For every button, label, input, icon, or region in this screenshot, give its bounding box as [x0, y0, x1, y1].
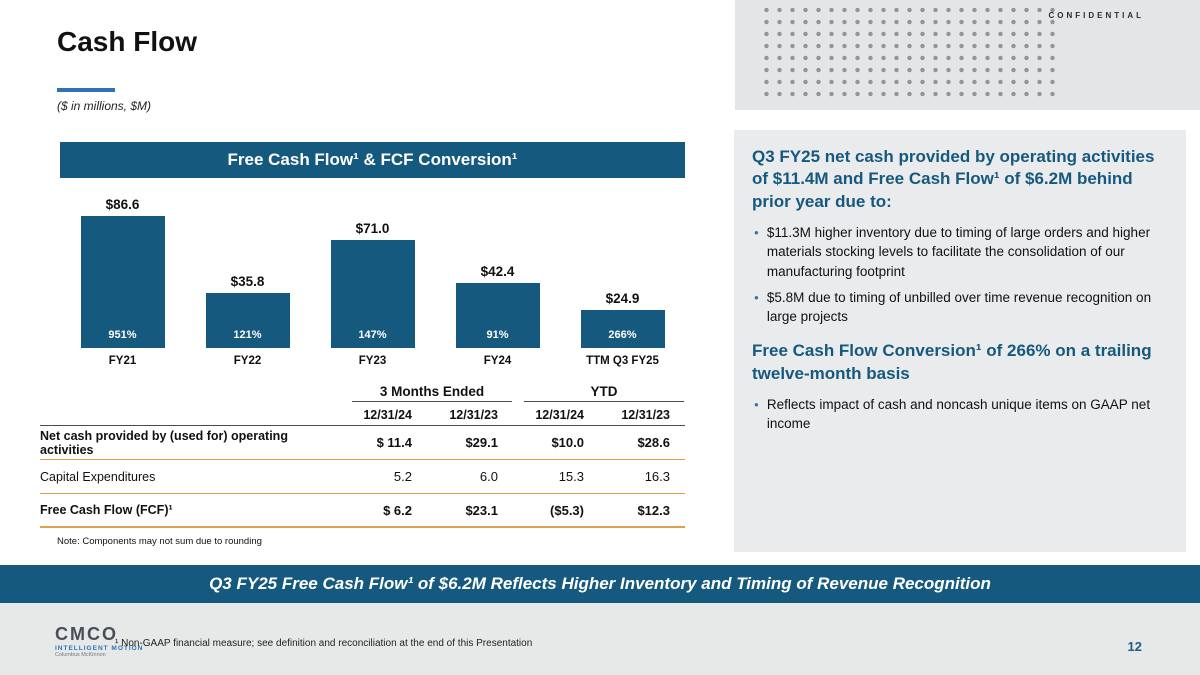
logo-tagline: INTELLIGENT MOTION	[55, 645, 144, 652]
bar-conversion-label: 147%	[358, 329, 387, 341]
takeaway-banner: Q3 FY25 Free Cash Flow¹ of $6.2M Reflect…	[0, 565, 1200, 603]
row-value: 16.3	[644, 469, 670, 484]
footnote: ¹ Non-GAAP financial measure; see defini…	[115, 638, 533, 649]
row-value: $10.0	[551, 435, 584, 450]
bar: 266%	[580, 310, 665, 348]
bar-slot: $86.6 951%	[60, 197, 185, 348]
row-value: $ 6.2	[383, 502, 412, 518]
bar-slot: $24.9 266%	[560, 291, 685, 348]
bullet-text: Reflects impact of cash and noncash uniq…	[766, 396, 1151, 432]
row-value: $29.1	[465, 435, 498, 450]
bullet-item: ● $5.8M due to timing of unbilled over ti…	[754, 288, 1168, 326]
bar-category-label: TTM Q3 FY25	[586, 355, 659, 367]
bullet-item: ● $11.3M higher inventory due to timing o…	[754, 223, 1168, 280]
bar-value-label: $86.6	[105, 197, 140, 212]
bullets-1: ● $11.3M higher inventory due to timing o…	[754, 223, 1168, 326]
bar-slot: $42.4 91%	[435, 264, 560, 348]
group-header-3-months-ended: 3 Months Ended	[352, 384, 512, 402]
bullet-text: $5.8M due to timing of unbilled over tim…	[766, 289, 1152, 324]
logo-subtext: Columbus McKinnon	[55, 652, 106, 658]
column-header: 12/31/23	[621, 408, 670, 422]
row-label: Net cash provided by (used for) operatin…	[40, 428, 288, 457]
commentary-heading-1: Q3 FY25 net cash provided by operating a…	[752, 147, 1155, 211]
bar-slot: $35.8 121%	[185, 274, 310, 348]
bar-conversion-label: 121%	[233, 329, 262, 341]
logo-wordmark: CMCO	[55, 624, 118, 644]
commentary-panel: Q3 FY25 net cash provided by operating a…	[734, 130, 1186, 552]
table-body: Net cash provided by (used for) operatin…	[40, 426, 685, 528]
cash-flow-table: 3 Months Ended YTD 12/31/24 12/31/23 12/31…	[40, 380, 685, 528]
row-label: Free Cash Flow (FCF)¹	[40, 503, 173, 517]
column-header: 12/31/24	[363, 408, 412, 422]
bar-category-label: FY23	[358, 355, 387, 367]
bar: 121%	[205, 293, 290, 348]
bullet-icon: ●	[754, 228, 759, 238]
bar: 91%	[455, 283, 540, 348]
group-header-ytd: YTD	[524, 384, 684, 402]
table-note: Note: Components may not sum due to roun…	[57, 536, 262, 547]
bar-category-label: FY22	[233, 355, 262, 367]
page-title: Cash Flow	[57, 26, 198, 57]
bar-chart-categories: FY21 FY22 FY23 FY24 TTM Q3 FY25	[60, 348, 685, 374]
row-value: $ 11.4	[376, 435, 412, 450]
row-value: 6.0	[479, 469, 498, 484]
table-row: Free Cash Flow (FCF)¹ $ 6.2 $23.1 ($5.3) $12…	[40, 494, 685, 528]
bar-conversion-label: 91%	[486, 329, 509, 341]
title-underline	[57, 88, 115, 92]
bar-value-label: $35.8	[230, 274, 265, 289]
row-value: $28.6	[637, 435, 670, 450]
row-value: $12.3	[637, 502, 670, 518]
row-value: ($5.3)	[550, 502, 584, 518]
fcf-chart: Free Cash Flow¹ & FCF Conversion¹ $86.6 9…	[60, 142, 685, 374]
chart-title: Free Cash Flow¹ & FCF Conversion¹	[60, 142, 685, 178]
bullets-2: ● Reflects impact of cash and noncash uni…	[754, 395, 1168, 433]
bar-chart-plot: $86.6 951% $35.8 121% $71.0 147% $42.4 91% $24.9…	[60, 178, 685, 348]
column-header: 12/31/23	[449, 408, 498, 422]
bullet-icon: ●	[754, 292, 759, 302]
bullet-text: $11.3M higher inventory due to timing of…	[766, 225, 1151, 279]
table-row: Net cash provided by (used for) operatin…	[40, 426, 685, 460]
bullet-item: ● Reflects impact of cash and noncash uni…	[754, 395, 1168, 433]
footer: CMCO INTELLIGENT MOTION Columbus McKinno…	[0, 603, 1200, 675]
bullet-icon: ●	[754, 399, 759, 409]
bar-conversion-label: 266%	[608, 329, 637, 341]
row-value: $23.1	[465, 502, 498, 518]
commentary-heading-2: Free Cash Flow Conversion¹ of 266% on a …	[752, 341, 1152, 383]
bar-value-label: $42.4	[480, 264, 515, 279]
halftone-dots-pattern	[760, 4, 1060, 98]
units-note: ($ in millions, $M)	[57, 99, 152, 113]
bar-value-label: $24.9	[605, 291, 640, 306]
table-group-header-row: 3 Months Ended YTD	[40, 380, 685, 402]
table-row: Capital Expenditures 5.2 6.0 15.3 16.3	[40, 460, 685, 494]
cmco-logo: CMCO INTELLIGENT MOTION Columbus McKinno…	[55, 625, 143, 658]
row-value: 5.2	[393, 469, 412, 484]
bar-slot: $71.0 147%	[310, 221, 435, 348]
confidential-label: CONFIDENTIAL	[1048, 11, 1144, 20]
bar-category-label: FY24	[483, 355, 512, 367]
bar: 951%	[80, 216, 165, 348]
bar-conversion-label: 951%	[108, 329, 137, 341]
row-label: Capital Expenditures	[40, 469, 156, 484]
bar-category-label: FY21	[108, 355, 137, 367]
table-dates-row: 12/31/24 12/31/23 12/31/24 12/31/23	[40, 402, 685, 426]
bar-value-label: $71.0	[355, 221, 390, 236]
bar: 147%	[330, 240, 415, 348]
column-header: 12/31/24	[535, 408, 584, 422]
row-value: 15.3	[558, 469, 584, 484]
page-number: 12	[1127, 639, 1142, 654]
top-right-decoration	[735, 0, 1200, 110]
